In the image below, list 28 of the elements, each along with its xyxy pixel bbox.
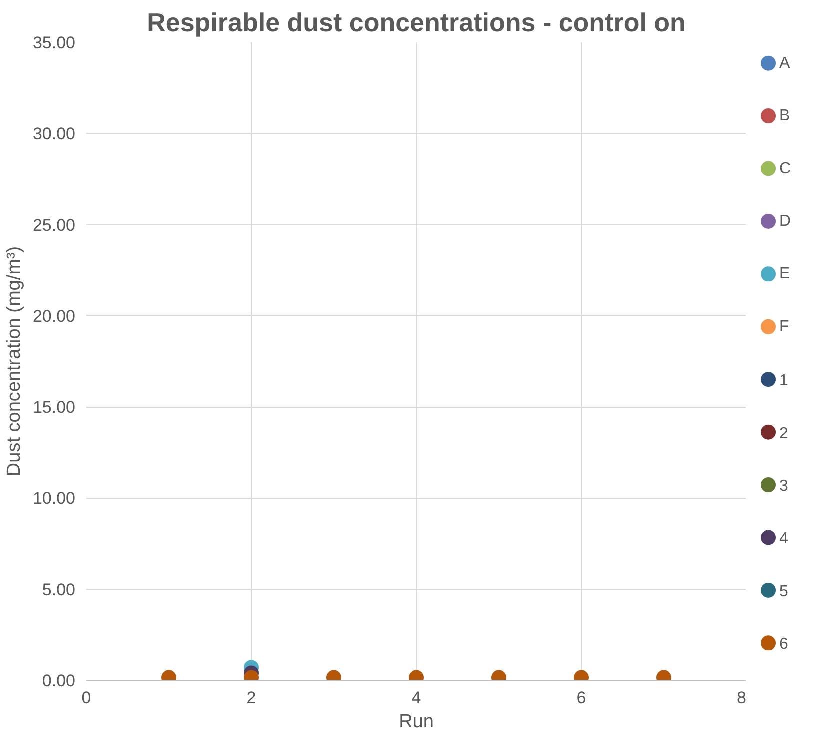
y-tick-label: 15.00 [32, 398, 76, 418]
legend-label: F [780, 318, 790, 336]
x-tick-label: 0 [82, 688, 92, 708]
y-tick-label: 10.00 [32, 489, 76, 508]
x-tick-label: 8 [737, 688, 747, 708]
chart-title: Respirable dust concentrations - control on [147, 8, 686, 38]
legend-label: 5 [780, 583, 788, 600]
y-tick-label: 5.00 [42, 580, 76, 600]
legend-label: E [780, 266, 790, 283]
y-tick-label: 30.00 [32, 124, 76, 144]
x-tick-label: 4 [412, 688, 422, 708]
y-axis-title: Dust concentration (mg/m³) [4, 246, 25, 477]
legend-label: B [780, 108, 790, 125]
legend-label: C [780, 160, 792, 178]
x-axis-title: Run [399, 712, 434, 732]
x-tick-label: 2 [246, 688, 256, 708]
legend-label: 6 [780, 636, 788, 654]
x-tick-label: 6 [576, 688, 586, 708]
legend-label: A [780, 54, 790, 72]
legend-label: 3 [780, 478, 788, 496]
legend-label: 4 [780, 530, 788, 548]
y-tick-label: 25.00 [32, 216, 76, 235]
y-tick-label: 35.00 [32, 34, 76, 52]
legend-label: D [780, 212, 792, 230]
legend-label: 1 [780, 372, 788, 390]
y-tick-label: 0.00 [42, 672, 76, 690]
y-tick-label: 20.00 [32, 306, 76, 326]
legend-label: 2 [780, 425, 788, 442]
